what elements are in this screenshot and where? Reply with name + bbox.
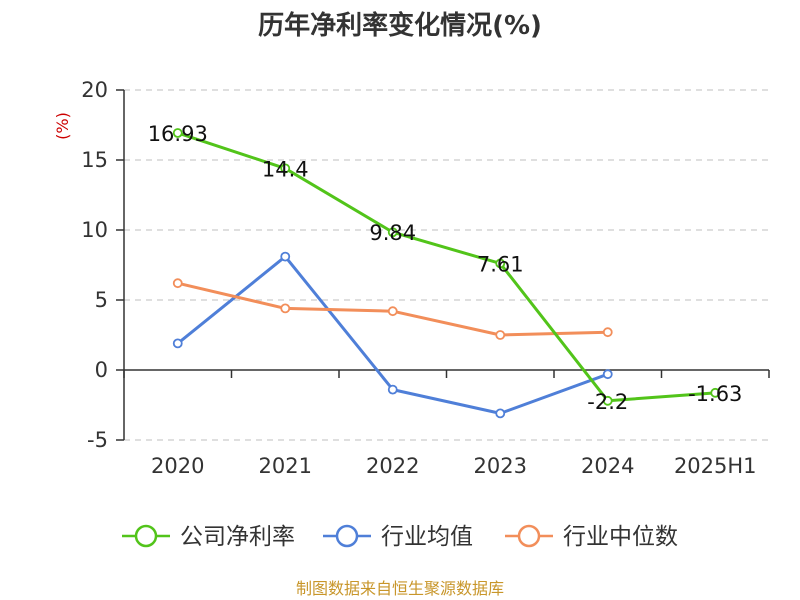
series-2-point-0	[172, 278, 183, 289]
data-label-4: -2.2	[587, 390, 628, 414]
legend-item-0[interactable]: 公司净利率	[122, 524, 295, 550]
x-tick-label-2025H1: 2025H1	[674, 454, 757, 478]
series-2-point-4	[602, 327, 613, 338]
y-tick-label-10: 10	[81, 218, 108, 242]
x-tick-label-2021: 2021	[259, 454, 312, 478]
x-tick-label-2022: 2022	[366, 454, 419, 478]
data-label-0: 16.93	[148, 122, 208, 146]
series-line-0	[177, 131, 716, 403]
legend-marker-2	[517, 524, 541, 548]
y-axis-label: (%)	[53, 112, 72, 140]
series-2-point-2	[387, 306, 398, 317]
legend-item-1[interactable]: 行业均值	[323, 524, 473, 550]
series-2-point-3	[495, 330, 506, 340]
source-note: 制图数据来自恒生聚源数据库	[296, 579, 504, 598]
legend-label-0: 公司净利率	[180, 524, 295, 550]
y-tick-label-5: 5	[95, 288, 108, 312]
legend-item-2[interactable]: 行业中位数	[505, 524, 678, 550]
series-0-point-0	[172, 128, 183, 138]
y-tick-label-0: 0	[95, 358, 108, 382]
data-labels: 16.93 14.4 9.84 7.61 -2.2 -1.63	[148, 122, 743, 414]
legend-label-1: 行业均值	[381, 524, 473, 550]
x-tick-label-2023: 2023	[474, 454, 527, 478]
series-0-point-4	[602, 395, 613, 406]
series-1-point-2	[387, 384, 398, 395]
y-tick-label--5: -5	[87, 428, 108, 452]
x-tick-label-2020: 2020	[151, 454, 204, 478]
x-tick-label-2024: 2024	[581, 454, 634, 478]
series-layer	[172, 128, 721, 419]
legend-marker-1	[335, 524, 359, 548]
series-0-point-5	[710, 387, 721, 398]
series-0-point-1	[280, 163, 291, 174]
series-0-point-3	[495, 258, 506, 269]
series-0-point-2	[387, 227, 398, 238]
y-tick-label-15: 15	[81, 148, 108, 172]
series-1-point-4	[602, 369, 613, 380]
legend-label-2: 行业中位数	[563, 524, 678, 550]
legend-marker-0	[134, 524, 158, 548]
data-label-3: 7.61	[477, 252, 524, 276]
series-1-point-3	[495, 408, 506, 419]
y-tick-label-20: 20	[81, 78, 108, 102]
legend[interactable]: 公司净利率 行业均值 行业中位数	[122, 524, 678, 550]
series-1-point-0	[172, 338, 183, 349]
data-label-2: 9.84	[369, 221, 416, 245]
series-2-point-1	[280, 303, 291, 314]
data-label-5: -1.63	[688, 382, 742, 406]
gridlines	[124, 89, 769, 441]
chart-title: 历年净利率变化情况(%)	[258, 10, 542, 41]
series-1-point-1	[280, 251, 291, 262]
data-label-1: 14.4	[262, 157, 309, 181]
